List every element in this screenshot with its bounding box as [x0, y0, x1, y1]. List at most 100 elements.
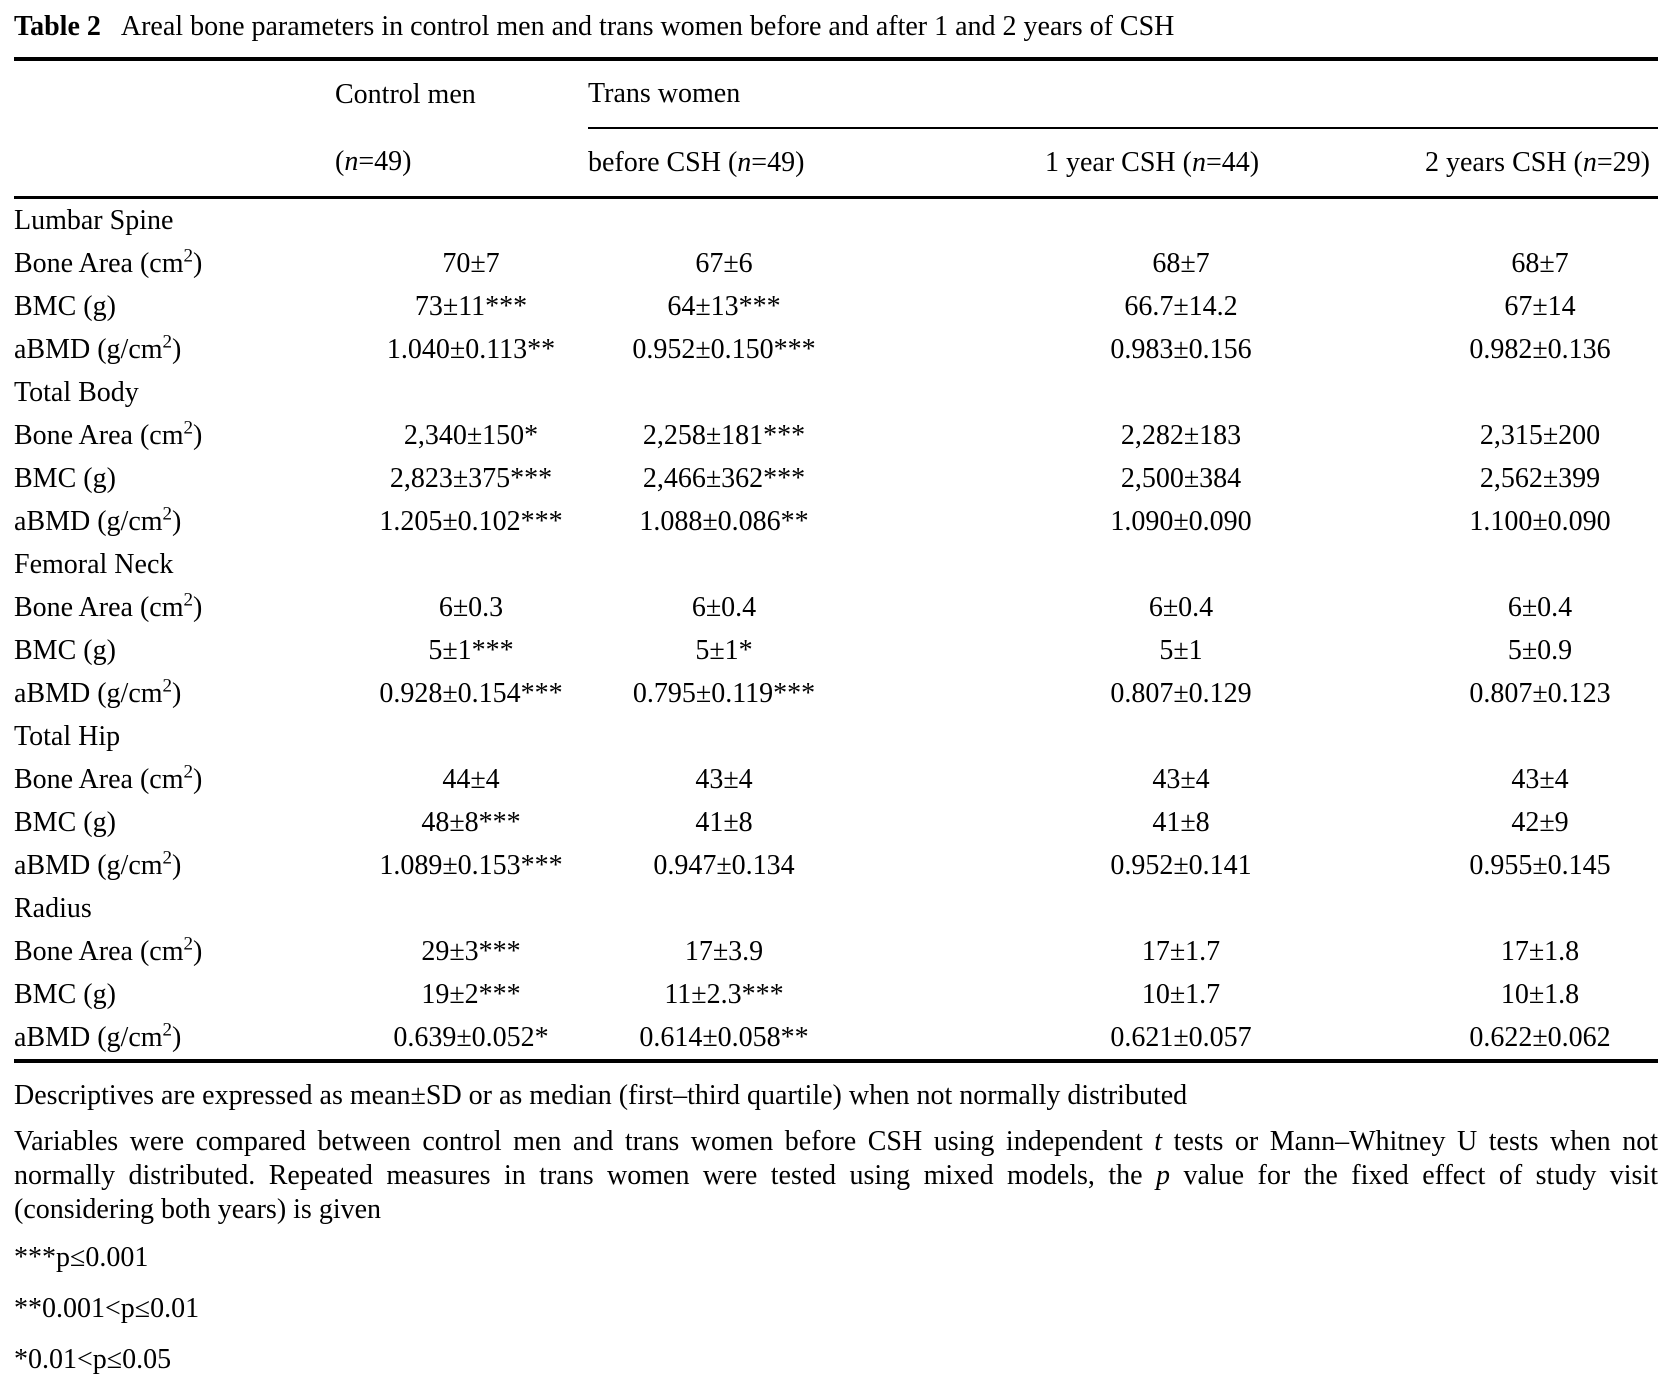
data-row: Bone Area (cm2) 6±0.3 6±0.4 6±0.4 6±0.4: [14, 586, 1658, 629]
value-cell: 0.622±0.062: [1425, 1016, 1658, 1061]
footnote-sig-1star: *0.01<p≤0.05: [14, 1344, 172, 1375]
cell-value: 44±4: [442, 763, 500, 795]
data-row: BMC (g) 5±1*** 5±1* 5±1 5±0.9: [14, 629, 1658, 672]
section-row: Femoral Neck: [14, 543, 1658, 586]
header-empty-cell: [14, 128, 335, 199]
cell-value: 41±8: [1152, 806, 1210, 838]
row-label: aBMD (g/cm2): [14, 847, 182, 881]
value-cell: 42±9: [1425, 801, 1658, 844]
value-cell: 68±7: [1425, 242, 1658, 285]
cell-value: 6±0.4: [1507, 591, 1573, 623]
value-cell: 6±0.3: [335, 586, 588, 629]
data-row: Bone Area (cm2) 2,340±150* 2,258±181*** 2,2…: [14, 414, 1658, 457]
cell-value: 19±2***: [421, 978, 521, 1010]
data-row: aBMD (g/cm2) 1.040±0.113** 0.952±0.150*** 0…: [14, 328, 1658, 371]
data-row: Bone Area (cm2) 70±7 67±6 68±7 68±7: [14, 242, 1658, 285]
value-cell: 5±1*: [588, 629, 1045, 672]
col-header-control-men: Control men: [335, 78, 476, 110]
value-cell: 19±2***: [335, 973, 588, 1016]
value-cell: 0.807±0.123: [1425, 672, 1658, 715]
cell-value: 10±1.8: [1500, 978, 1580, 1010]
value-cell: 2,340±150*: [335, 414, 588, 457]
row-label: aBMD (g/cm2): [14, 1019, 182, 1053]
value-cell: 67±6: [588, 242, 1045, 285]
value-cell: 0.621±0.057: [1045, 1016, 1425, 1061]
value-cell: 41±8: [588, 801, 1045, 844]
header-empty-cell: [14, 59, 335, 128]
value-cell: 0.952±0.150***: [588, 328, 1045, 371]
value-cell: 0.614±0.058**: [588, 1016, 1045, 1061]
row-label: BMC (g): [14, 978, 116, 1010]
value-cell: 0.795±0.119***: [588, 672, 1045, 715]
value-cell: 44±4: [335, 758, 588, 801]
row-label: Bone Area (cm2): [14, 417, 203, 451]
row-label: BMC (g): [14, 806, 116, 838]
cell-value: 1.090±0.090: [1110, 505, 1252, 537]
cell-value: 1.040±0.113**: [386, 333, 556, 365]
value-cell: 5±1***: [335, 629, 588, 672]
section-label: Total Body: [14, 376, 139, 408]
cell-value: 1.100±0.090: [1469, 505, 1611, 537]
cell-value: 64±13***: [667, 290, 781, 322]
value-cell: 0.807±0.129: [1045, 672, 1425, 715]
value-cell: 10±1.8: [1425, 973, 1658, 1016]
cell-value: 68±7: [1511, 247, 1569, 279]
row-label: Bone Area (cm2): [14, 245, 203, 279]
value-cell: 17±1.8: [1425, 930, 1658, 973]
footnote-descriptives: Descriptives are expressed as mean±SD or…: [14, 1080, 1188, 1111]
value-cell: 0.982±0.136: [1425, 328, 1658, 371]
cell-value: 11±2.3***: [664, 978, 784, 1010]
cell-value: 0.622±0.062: [1469, 1021, 1611, 1053]
cell-value: 0.982±0.136: [1469, 333, 1611, 365]
cell-value: 1.089±0.153***: [379, 849, 563, 881]
value-cell: 0.947±0.134: [588, 844, 1045, 887]
value-cell: 2,315±200: [1425, 414, 1658, 457]
cell-value: 2,258±181***: [642, 419, 806, 451]
cell-value: 48±8***: [421, 806, 521, 838]
cell-value: 2,562±399: [1479, 462, 1601, 494]
cell-value: 68±7: [1152, 247, 1210, 279]
cell-value: 0.952±0.150***: [632, 333, 816, 365]
cell-value: 43±4: [1511, 763, 1569, 795]
data-row: BMC (g) 2,823±375*** 2,466±362*** 2,500±384…: [14, 457, 1658, 500]
value-cell: 2,282±183: [1045, 414, 1425, 457]
cell-value: 43±4: [1152, 763, 1210, 795]
table-footnotes: Descriptives are expressed as mean±SD or…: [14, 1079, 1658, 1377]
cell-value: 1.205±0.102***: [379, 505, 563, 537]
value-cell: 5±0.9: [1425, 629, 1658, 672]
cell-value: 2,340±150*: [403, 419, 539, 451]
header-group-row: Control men Trans women: [14, 59, 1658, 129]
cell-value: 42±9: [1511, 806, 1569, 838]
value-cell: 41±8: [1045, 801, 1425, 844]
row-label: BMC (g): [14, 634, 116, 666]
value-cell: 1.088±0.086**: [588, 500, 1045, 543]
cell-value: 70±7: [442, 247, 500, 279]
section-row: Total Body: [14, 371, 1658, 414]
footnote-sig-2star: **0.001<p≤0.01: [14, 1293, 200, 1324]
cell-value: 1.088±0.086**: [639, 505, 809, 537]
section-label: Lumbar Spine: [14, 204, 174, 236]
value-cell: 0.952±0.141: [1045, 844, 1425, 887]
data-row: aBMD (g/cm2) 1.205±0.102*** 1.088±0.086** 1…: [14, 500, 1658, 543]
cell-value: 6±0.4: [1148, 591, 1214, 623]
value-cell: 6±0.4: [1045, 586, 1425, 629]
value-cell: 70±7: [335, 242, 588, 285]
row-label: Bone Area (cm2): [14, 589, 203, 623]
cell-value: 0.614±0.058**: [639, 1021, 809, 1053]
data-row: BMC (g) 19±2*** 11±2.3*** 10±1.7 10±1.8: [14, 973, 1658, 1016]
table-caption: Table 2 Areal bone parameters in control …: [14, 8, 1658, 46]
row-label: BMC (g): [14, 462, 116, 494]
subheader-before-csh: before CSH (n=49): [588, 128, 1045, 199]
cell-value: 0.795±0.119***: [632, 677, 816, 709]
value-cell: 17±3.9: [588, 930, 1045, 973]
cell-value: 41±8: [695, 806, 753, 838]
cell-value: 2,282±183: [1120, 419, 1242, 451]
section-row: Radius: [14, 887, 1658, 930]
value-cell: 64±13***: [588, 285, 1045, 328]
section-row: Lumbar Spine: [14, 198, 1658, 243]
data-row: aBMD (g/cm2) 0.639±0.052* 0.614±0.058** 0.6…: [14, 1016, 1658, 1061]
value-cell: 1.090±0.090: [1045, 500, 1425, 543]
value-cell: 2,500±384: [1045, 457, 1425, 500]
cell-value: 17±1.8: [1500, 935, 1580, 967]
